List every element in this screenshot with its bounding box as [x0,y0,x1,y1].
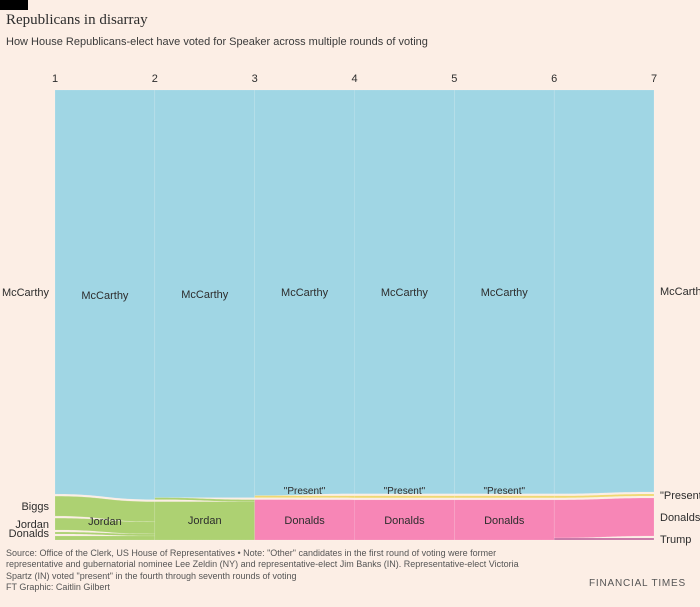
header-tab [0,0,28,10]
end-label: Trump [660,534,691,546]
start-label: McCarthy [2,287,50,299]
round-number: 1 [52,73,58,85]
start-label: Donalds [9,528,50,540]
flow-label-present: "Present" [284,486,326,497]
flow-label-main: McCarthy [181,289,229,301]
flow-label-second: Jordan [88,516,122,528]
chart-title: Republicans in disarray [6,12,148,29]
chart-footer: Source: Office of the Clerk, US House of… [6,548,526,593]
round-number: 7 [651,73,657,85]
round-number: 2 [152,73,158,85]
round-number: 3 [252,73,258,85]
alluvial-chart: 1 2 3 4 5 6 7 McCarthy Biggs Jordan Donalds McCarth… [0,0,700,607]
round-number: 5 [451,73,457,85]
end-label: McCarthy [660,286,700,298]
round-number: 4 [351,73,357,85]
flow-label-second: Donalds [284,515,325,527]
flow-label-main: McCarthy [81,290,129,302]
end-label: "Present" [660,490,700,502]
flow-label-second: Donalds [484,515,525,527]
flow-label-second: Jordan [188,515,222,527]
round-number: 6 [551,73,557,85]
brand-label: FINANCIAL TIMES [589,578,686,589]
end-label: Donalds [660,512,700,524]
flow-label-main: McCarthy [281,287,329,299]
flow-label-present: "Present" [384,486,426,497]
chart-subtitle: How House Republicans-elect have voted f… [6,36,428,48]
flow-label-main: McCarthy [381,287,429,299]
flow-label-main: McCarthy [481,287,529,299]
footer-source: Source: Office of the Clerk, US House of… [6,548,519,581]
start-label: Biggs [21,501,49,513]
footer-credit: FT Graphic: Caitlin Gilbert [6,582,110,592]
flow-label-second: Donalds [384,515,425,527]
flow-label-present: "Present" [483,486,525,497]
